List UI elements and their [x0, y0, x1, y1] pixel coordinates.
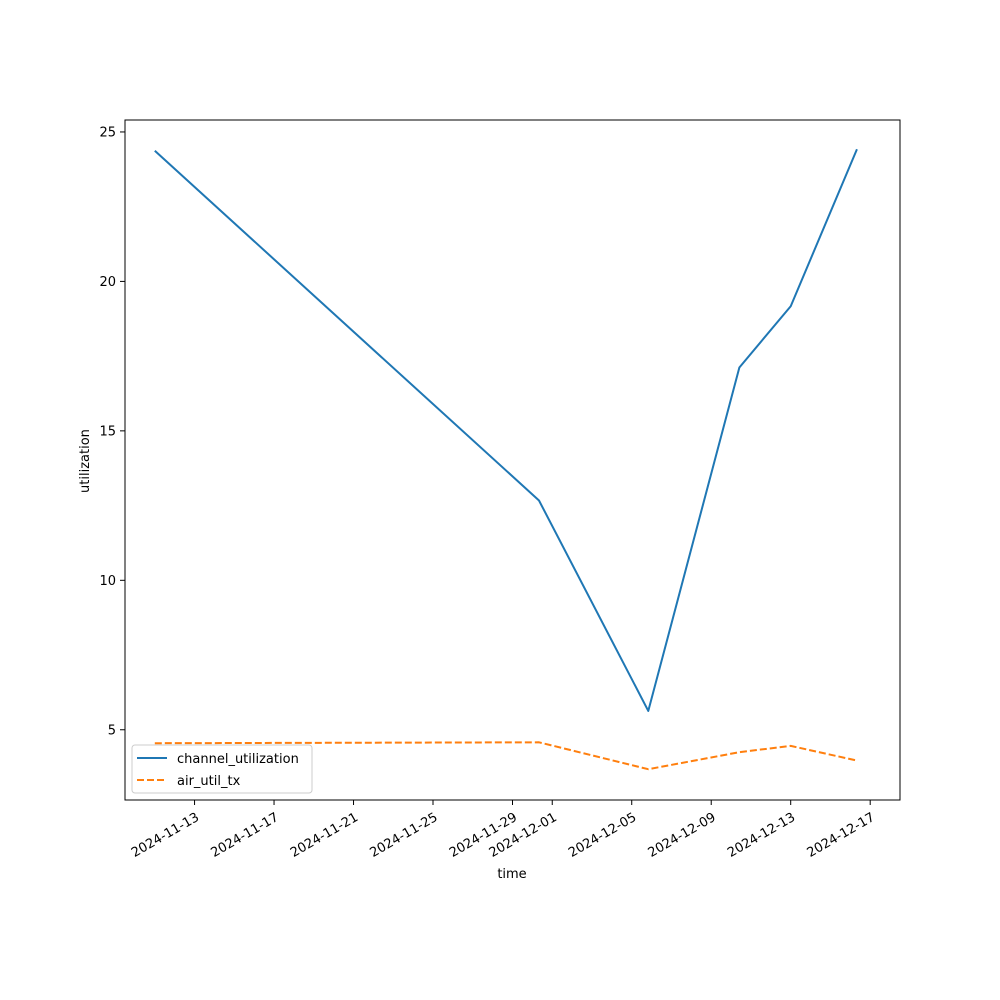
legend-label-air-util-tx: air_util_tx [177, 774, 241, 789]
y-axis-label: utilization [78, 429, 93, 493]
legend: channel_utilization air_util_tx [131, 744, 313, 794]
y-axis-ticks: 5 10 15 20 25 [99, 125, 125, 738]
y-tick-label: 15 [99, 424, 116, 439]
y-tick-label: 10 [99, 574, 116, 589]
series-line-air-util-tx [154, 741, 858, 771]
legend-label-channel-utilization: channel_utilization [177, 752, 299, 767]
series-layer [154, 148, 858, 771]
y-tick-label: 20 [99, 275, 116, 290]
y-tick-label: 25 [99, 125, 116, 140]
y-tick-label: 5 [108, 723, 116, 738]
x-axis-label: time [497, 867, 526, 882]
legend-box [131, 744, 313, 794]
series-line-channel-utilization [154, 148, 858, 712]
